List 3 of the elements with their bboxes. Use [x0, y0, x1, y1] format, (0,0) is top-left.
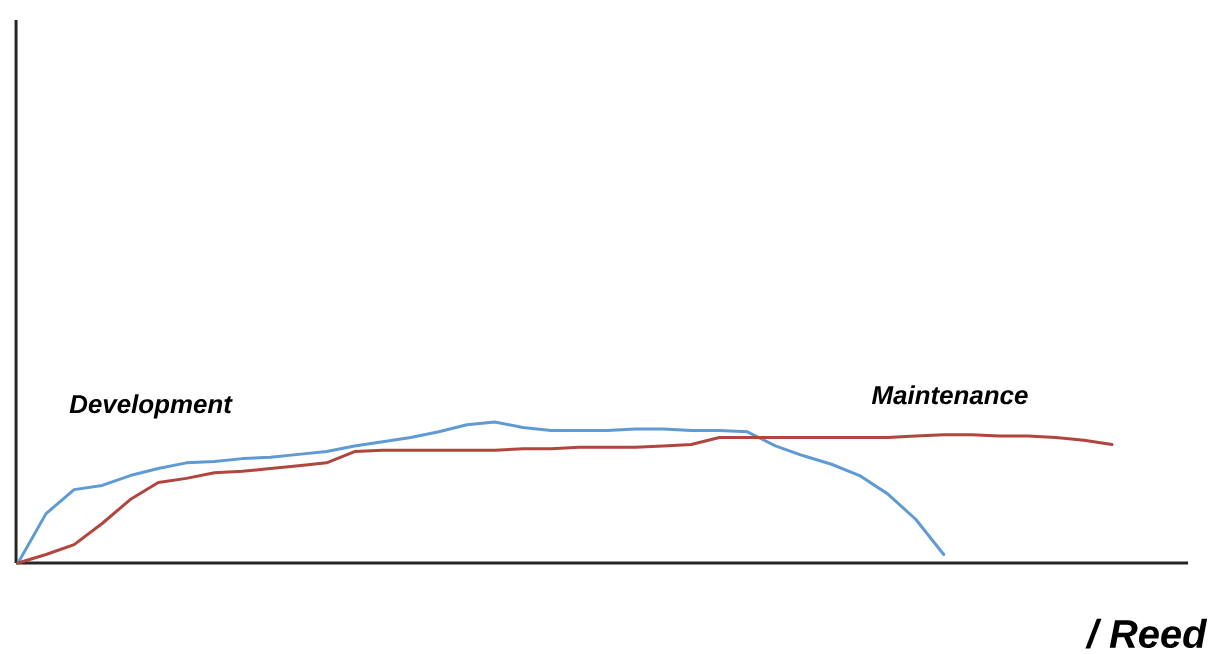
- series-label: Development: [69, 394, 233, 419]
- series-label: Maintenance: [871, 385, 1028, 405]
- text: / Reed: [1085, 618, 1208, 649]
